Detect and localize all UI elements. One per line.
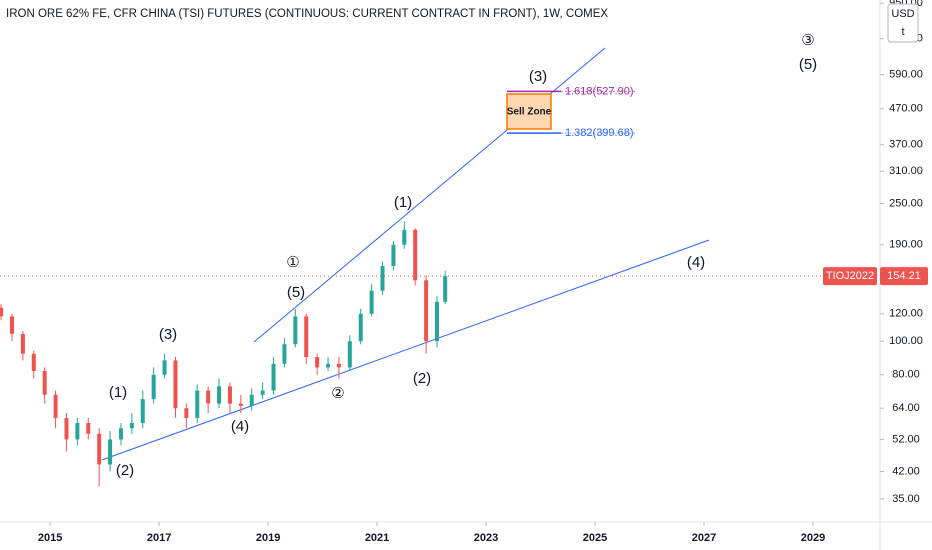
candle-body [217,386,222,404]
y-tick-label: 42.00 [892,465,920,477]
y-tick-label: 64.00 [892,402,920,414]
candle-body [435,301,440,342]
candle-body [195,390,200,418]
candle-body [271,363,276,391]
chart-title: IRON ORE 62% FE, CFR CHINA (TSI) FUTURES… [6,8,608,20]
wave-label: (4) [231,418,249,435]
x-tick-label: 2021 [365,532,389,544]
candle-body [443,276,448,302]
candle-body [380,266,385,291]
candle-body [391,244,396,267]
candle-body [129,423,134,429]
candle-body [108,439,113,465]
x-tick-label: 2029 [801,532,825,544]
last-price-label: 154.21 [887,270,921,282]
y-tick-label: 120.00 [889,308,923,320]
y-tick-label: 80.00 [892,369,920,381]
candle-body [238,403,243,406]
candle-body [358,313,363,342]
candle-body [413,229,418,281]
y-tick-label: 370.00 [889,139,923,151]
wave-label: ① [286,254,299,271]
last-price-box [880,267,928,286]
candle-body [304,316,309,358]
y-tick-label: 590.00 [889,69,923,81]
symbol-label: TIOJ2022 [826,270,874,282]
wave-label: ③ [801,32,814,49]
wave-label: (3) [159,326,177,343]
wave-label: (1) [109,384,127,401]
wave-label: ② [331,385,344,402]
sell-zone-label: Sell Zone [507,107,552,118]
candle-body [424,280,429,342]
candle-body [20,333,25,354]
x-tick-label: 2023 [474,532,498,544]
fib-label: 1.382(399.68) [565,127,634,139]
y-tick-label: 470.00 [889,103,923,115]
candle-body [151,374,156,400]
candle-body [31,353,36,372]
candle-body [97,433,102,465]
candle-body [118,428,123,440]
candle-body [162,360,167,375]
sell-zone [506,93,552,130]
x-tick-label: 2019 [256,532,280,544]
candle-body [64,417,69,440]
wave-label: (4) [687,254,705,271]
candle-body [369,290,374,314]
x-tick-label: 2017 [147,532,171,544]
currency-label: USD [891,8,914,20]
candle-body [293,316,298,345]
wave-label: (5) [287,284,305,301]
candle-body [260,390,265,395]
candle-body [53,394,58,418]
x-tick-label: 2025 [583,532,607,544]
wave-label: (1) [394,194,412,211]
candle-body [282,344,287,364]
fib-label: 1.618(527.90) [565,85,634,97]
candle-body [347,341,352,368]
candle-body [249,394,254,406]
candle-body [42,371,47,395]
x-tick-label: 2027 [692,532,716,544]
wave-label: (2) [413,370,431,387]
candle-body [315,357,320,368]
symbol-box [823,267,877,286]
y-tick-label: 250.00 [889,198,923,210]
currency-box [887,3,919,43]
y-tick-label: 310.00 [889,165,923,177]
candle-body [75,423,80,440]
wave-label: (2) [116,462,134,479]
candle-body [206,390,211,404]
trend-line-lower [101,239,710,461]
y-tick-label: 35.00 [892,493,920,505]
candle-body [0,307,4,317]
candle-body [402,229,407,245]
candle-body [86,423,91,434]
wave-label: (5) [799,56,817,73]
candle-body [140,399,145,424]
wave-label: (3) [529,68,547,85]
candle-body [9,316,14,334]
candle-body [173,360,178,409]
y-tick-label: 100.00 [889,335,923,347]
x-tick-label: 2015 [38,532,62,544]
candle-body [227,386,232,404]
candle-body [336,363,341,368]
candle-body [326,363,331,368]
y-tick-label: 52.00 [892,433,920,445]
y-tick-label: 190.00 [889,239,923,251]
unit-label: t [901,26,904,38]
candle-body [184,408,189,418]
